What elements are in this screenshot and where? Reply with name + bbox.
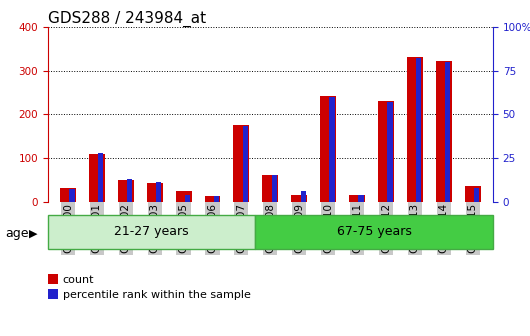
Text: age: age — [5, 227, 29, 240]
Bar — [89, 155, 105, 202]
Bar — [349, 195, 365, 202]
Text: ▶: ▶ — [29, 228, 38, 239]
Bar — [436, 61, 452, 202]
Bar — [205, 196, 220, 202]
Text: 21-27 years: 21-27 years — [114, 225, 189, 238]
Bar — [262, 175, 278, 202]
Text: 67-75 years: 67-75 years — [337, 225, 412, 238]
Bar — [301, 191, 306, 202]
Bar — [358, 195, 364, 202]
Bar — [272, 175, 277, 202]
FancyBboxPatch shape — [48, 215, 255, 249]
Text: GDS288 / 243984_at: GDS288 / 243984_at — [48, 11, 206, 27]
Bar — [60, 188, 76, 202]
Text: percentile rank within the sample: percentile rank within the sample — [63, 290, 250, 300]
Bar — [156, 182, 161, 202]
Bar — [292, 195, 307, 202]
Bar — [98, 153, 103, 202]
Bar — [175, 191, 191, 202]
Bar — [465, 186, 481, 202]
Bar — [445, 62, 450, 202]
Bar — [214, 196, 219, 202]
Bar — [243, 126, 248, 202]
Bar — [185, 195, 190, 202]
Bar — [233, 125, 249, 202]
Bar — [378, 101, 394, 202]
Bar — [330, 97, 335, 202]
Bar — [127, 179, 132, 202]
Bar — [147, 183, 163, 202]
Bar — [387, 102, 393, 202]
Bar — [118, 180, 134, 202]
Text: count: count — [63, 275, 94, 285]
Bar — [474, 187, 479, 202]
Bar — [407, 56, 423, 202]
FancyBboxPatch shape — [255, 215, 493, 249]
Bar — [320, 96, 336, 202]
Bar — [416, 58, 421, 202]
Bar — [69, 190, 75, 202]
